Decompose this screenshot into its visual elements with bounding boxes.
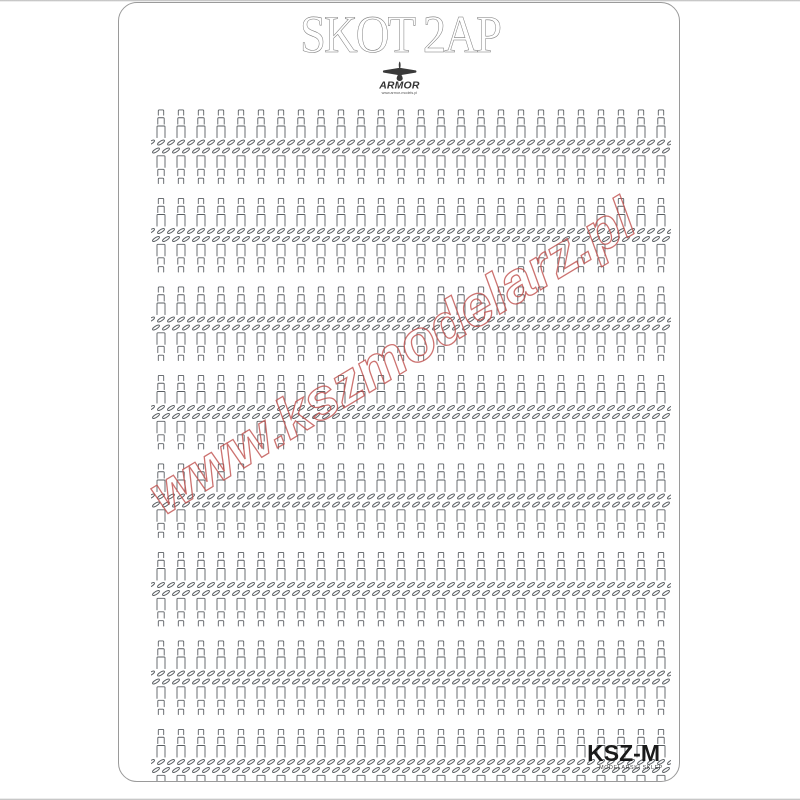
svg-text:ARMOR: ARMOR	[378, 81, 420, 92]
svg-text:www.armor-models.pl: www.armor-models.pl	[382, 91, 418, 95]
